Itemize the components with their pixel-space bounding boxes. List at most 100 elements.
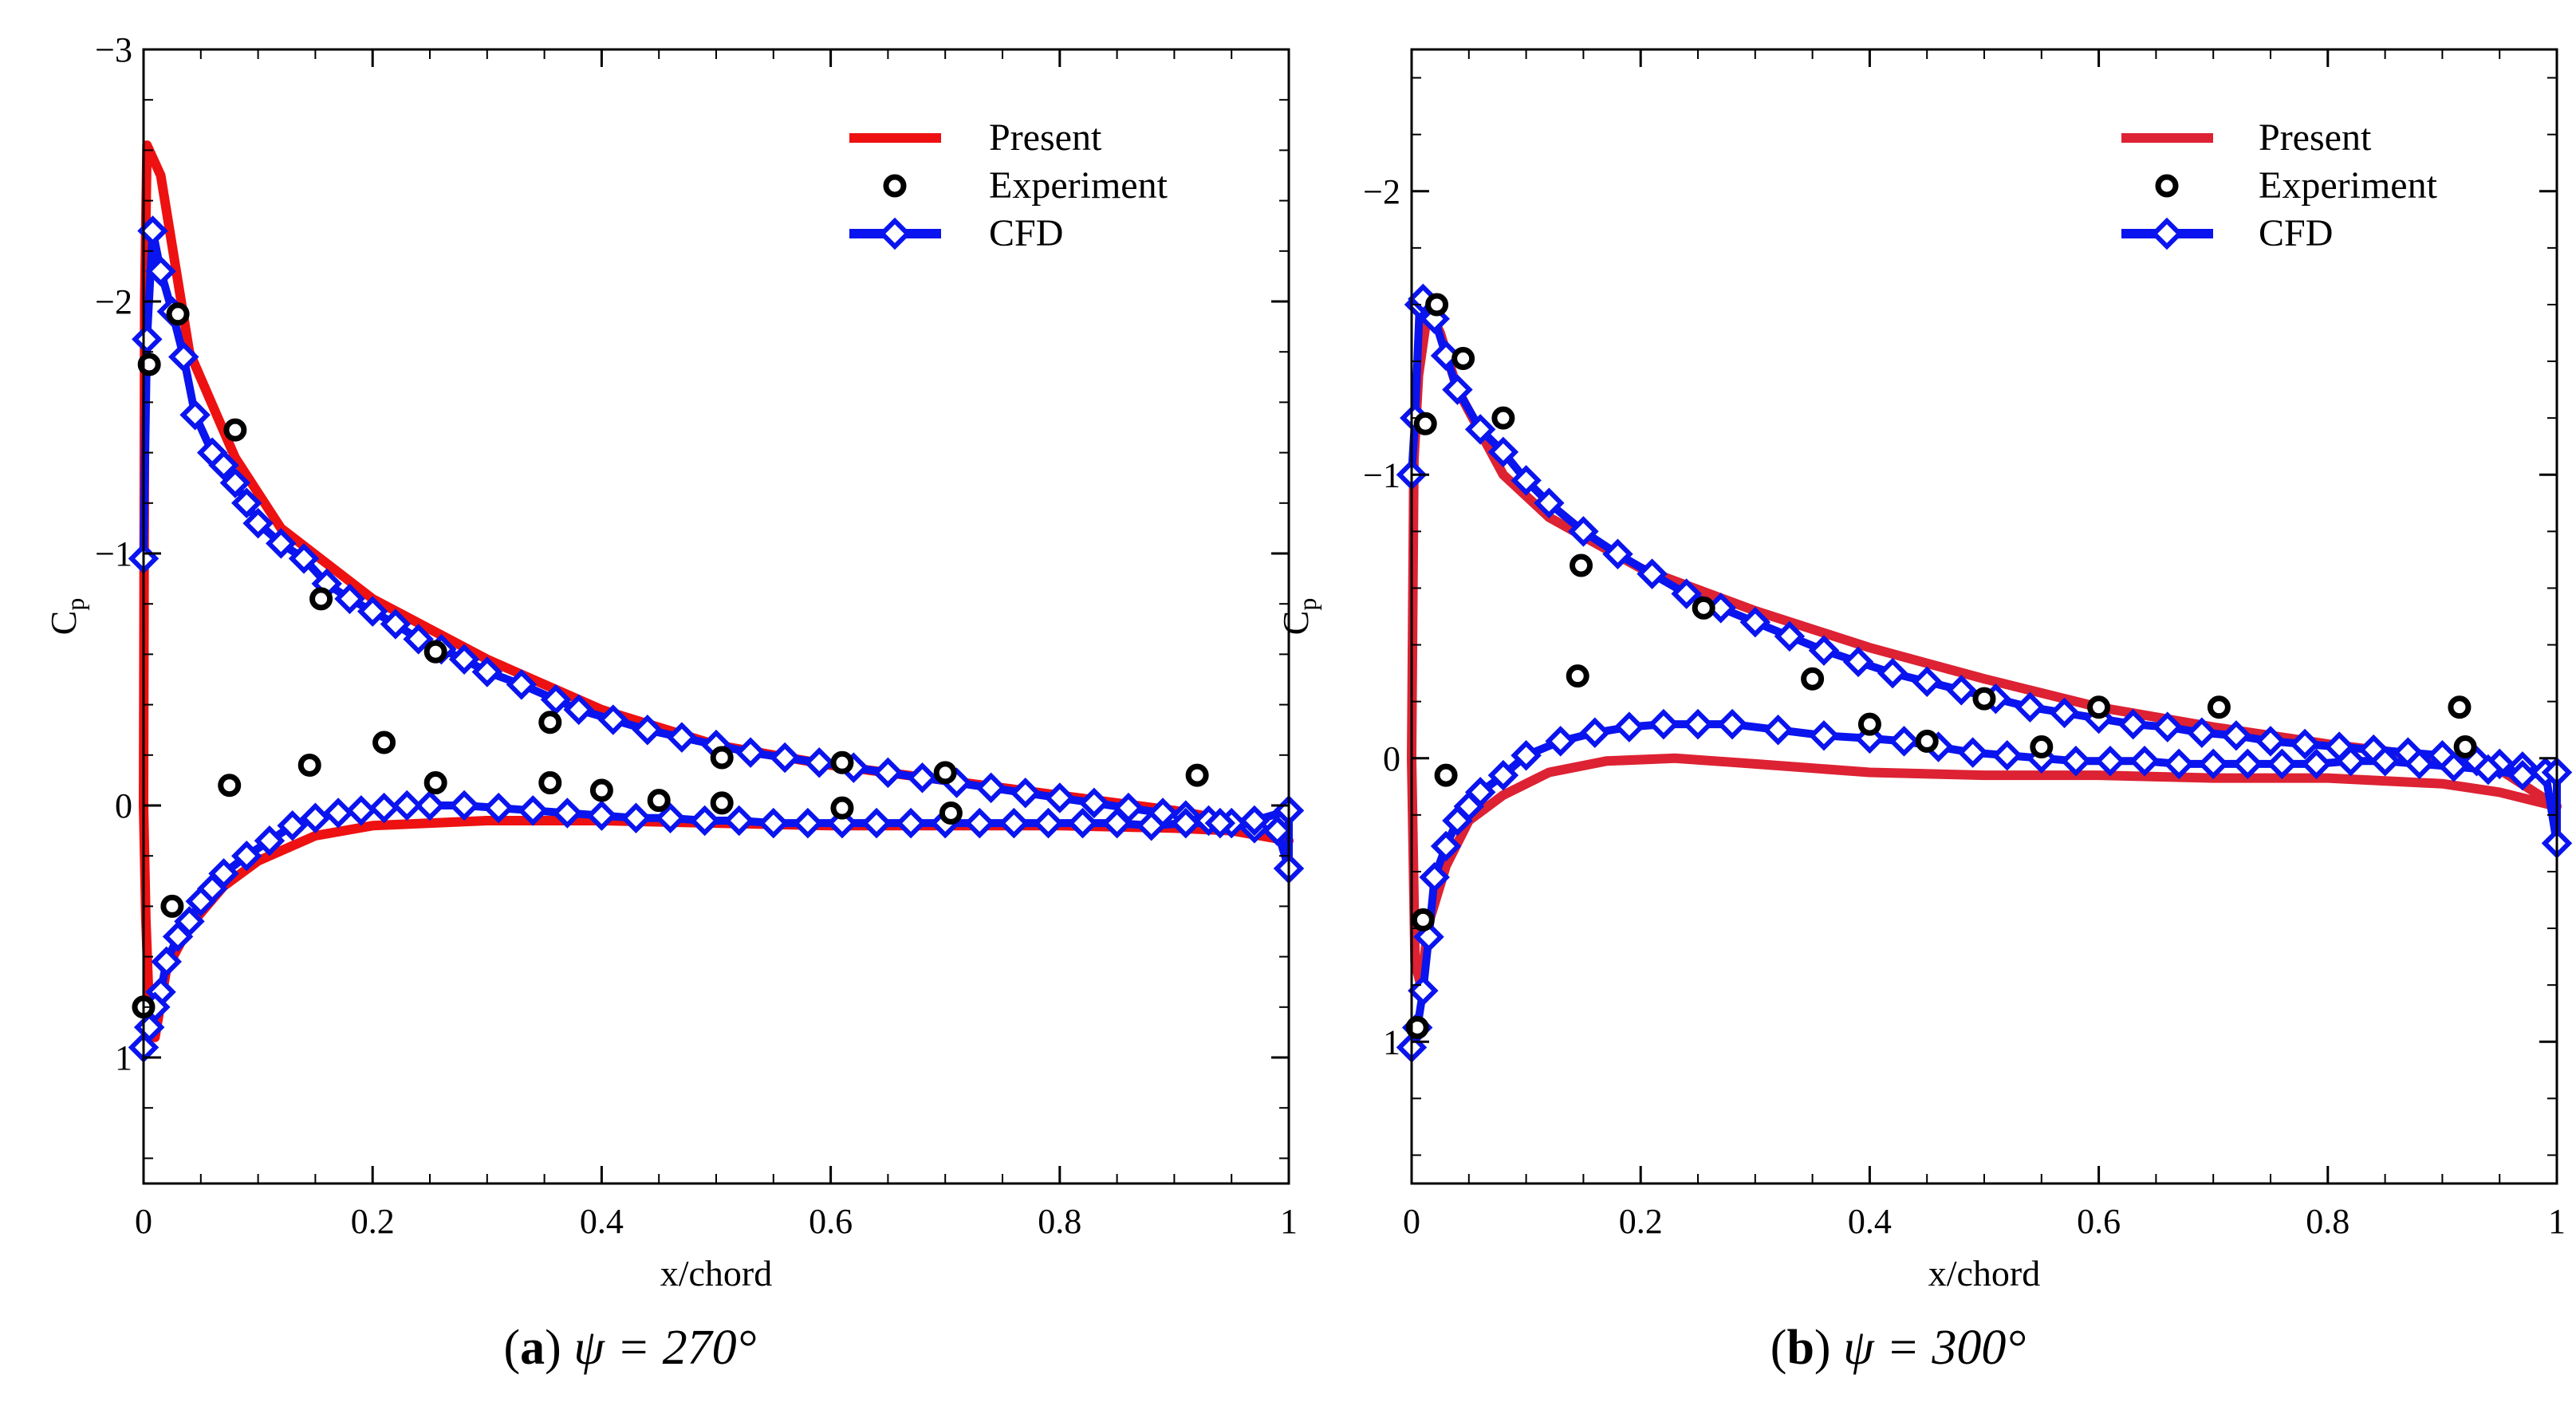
- panel-a-cfd-point: [1239, 805, 1270, 837]
- panel-a-cfd-point: [219, 467, 251, 498]
- panel-a-cfd-point: [1044, 782, 1076, 813]
- panel-a-legend: Present Experiment CFD: [849, 116, 1168, 254]
- panel-a-experiment-point: [223, 418, 247, 442]
- panel-a-experiment-point: [538, 771, 562, 795]
- panel-b-experiment-point: [2207, 695, 2231, 719]
- panel-a-legend-experiment-label: Experiment: [989, 164, 1168, 207]
- panel-b-present-line: [1407, 311, 2562, 991]
- panel-a-cfd-point: [254, 825, 286, 857]
- panel-a-cfd-point: [1262, 815, 1293, 846]
- panel-a-cfd-point: [655, 802, 686, 834]
- panel-b-cfd-point: [1602, 538, 1633, 570]
- panel-b-cfd-point: [1682, 708, 1714, 740]
- panel-b-cfd-point: [2060, 746, 2092, 777]
- panel-a-experiment-point: [372, 731, 396, 754]
- panel-a-x-tick-label: 0.2: [351, 1202, 395, 1241]
- panel-b-cfd-point: [2438, 751, 2470, 782]
- panel-b-cfd-point: [2220, 720, 2252, 751]
- panel-b-cfd-point: [1911, 666, 1943, 698]
- panel-a-x-tick-label: 1: [1280, 1202, 1298, 1241]
- panel-b-cfd-point: [1487, 759, 1519, 791]
- panel-a-cfd-point: [1136, 810, 1167, 841]
- panel-a-cfd-point: [185, 885, 217, 917]
- panel-b-experiment-point: [1857, 712, 1881, 736]
- panel-a-cfd-point: [1101, 807, 1132, 839]
- panel-b-cfd-point: [1419, 861, 1450, 893]
- panel-b-cfd-point: [1739, 606, 1771, 638]
- panel-b-legend: Present Experiment CFD: [2121, 116, 2438, 254]
- panel-a-experiment-point: [710, 791, 734, 815]
- panel-b-y-tick-label: −1: [1363, 455, 1400, 494]
- panel-b-experiment-point: [1570, 553, 1593, 577]
- panel-b-cfd-point: [1842, 646, 1874, 678]
- panel-a-cfd-point: [517, 795, 549, 826]
- panel-b-cfd-point: [1671, 578, 1702, 609]
- panel-b-cfd-point: [2049, 697, 2080, 729]
- panel-b-cfd-point: [1442, 805, 1473, 837]
- panel-a-cfd-point: [368, 792, 400, 824]
- panel-b-cfd-point: [2117, 708, 2149, 740]
- panel-a-cfd-point: [448, 790, 480, 821]
- panel-a-cfd-point: [620, 802, 652, 834]
- panel-b-cfd-point: [1889, 726, 1920, 757]
- panel-a-cfd-point: [803, 747, 835, 778]
- panel-a-cfd-point: [483, 792, 514, 824]
- panel-b-cfd-point: [2015, 691, 2046, 723]
- panel-a-x-label: x/chord: [660, 1253, 773, 1294]
- panel-b-x-tick-label: 0.6: [2077, 1202, 2121, 1241]
- panel-a-legend-cfd-label: CFD: [989, 212, 1063, 254]
- panel-a-cfd-point: [861, 807, 892, 839]
- panel-a-cfd-point: [975, 772, 1006, 804]
- panel-a-chart: 0 0.2 0.4 0.6 0.8 1 −3 −2 −1 0 1 Cp x/chord Presen…: [43, 30, 1305, 1294]
- panel-b-cfd-point: [2404, 748, 2435, 780]
- panel-a-legend-experiment-marker: [883, 174, 907, 198]
- panel-a-x-tick-label: 0: [135, 1202, 152, 1241]
- panel-a-cfd-point: [277, 810, 308, 841]
- panel-b-cfd-point: [2152, 711, 2184, 742]
- panel-a-experiment-point: [309, 587, 333, 611]
- panel-a-y-tick-label: −3: [95, 30, 132, 69]
- panel-b-x-tick-label: 0.8: [2306, 1202, 2350, 1241]
- panel-a-experiment-point: [538, 711, 562, 735]
- panel-a-experiment-point: [589, 778, 613, 802]
- panel-a-y-tick-label: 0: [115, 786, 132, 825]
- panel-a-cfd-point: [666, 722, 698, 753]
- panel-a-cfd-point: [471, 656, 503, 687]
- panel-b-cfd-point: [2472, 754, 2504, 786]
- panel-b-cfd-point: [1946, 675, 1977, 706]
- panel-b-cfd-point: [1511, 739, 1542, 771]
- panel-a-x-tick-label: 0.4: [580, 1202, 624, 1241]
- panel-a-cfd-point: [179, 399, 211, 431]
- panel-a-experiment-point: [423, 640, 447, 664]
- panel-a-cfd-point: [392, 790, 423, 821]
- panel-b-cfd-point: [2255, 726, 2286, 757]
- panel-b-experiment-point: [1405, 1015, 1429, 1039]
- panel-b-plot-frame: [1410, 48, 2558, 1185]
- panel-b-cfd-point: [2094, 746, 2126, 777]
- panel-a-cfd-point: [552, 798, 583, 829]
- panel-b-cfd-point: [2197, 748, 2229, 780]
- panel-b-cfd-point: [1430, 830, 1462, 862]
- panel-a-experiment-point: [933, 761, 957, 785]
- panel-a-experiment-point: [939, 801, 963, 825]
- panel-b-y-tick-label: 1: [1383, 1022, 1400, 1061]
- panel-a-experiment-point: [297, 753, 321, 777]
- panel-a-cfd-point: [162, 921, 194, 952]
- panel-a-cfd-point: [300, 802, 331, 834]
- panel-a-cfd-point: [632, 714, 664, 746]
- panel-a-cfd-point: [266, 528, 297, 559]
- panel-b-experiment-point: [2453, 735, 2477, 759]
- panel-a-cfd-point: [735, 737, 766, 768]
- panel-b-experiment-point: [2087, 695, 2111, 719]
- panel-b-cfd-point: [2186, 717, 2218, 748]
- panel-b-experiment-point: [1411, 908, 1435, 931]
- panel-a-cfd-line: [140, 226, 1293, 1049]
- panel-a-cfd-point: [230, 487, 262, 519]
- panel-a-cfd-point: [230, 840, 262, 872]
- panel-a-experiment-point: [1185, 763, 1209, 787]
- panel-b-cfd-point: [2301, 748, 2332, 780]
- panel-b-x-tick-label: 1: [2548, 1202, 2566, 1241]
- panel-b-experiment-point: [1692, 596, 1715, 620]
- panel-a-cfd-point: [151, 946, 182, 978]
